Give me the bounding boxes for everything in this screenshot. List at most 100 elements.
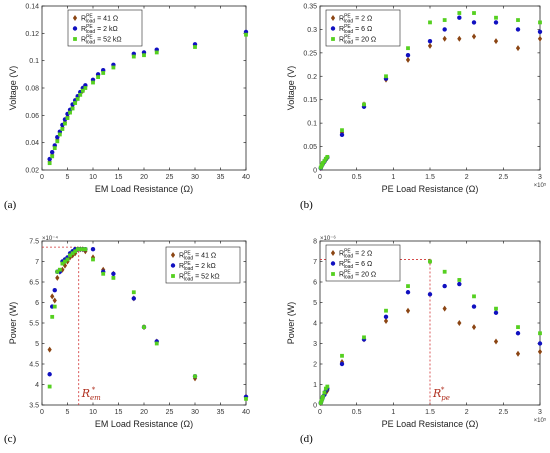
legend-marker — [331, 272, 335, 276]
y-tick-label: 6.5 — [29, 280, 39, 287]
y-axis-exponent: ×10⁻⁴ — [42, 235, 58, 242]
y-tick-label: 0.14 — [25, 4, 39, 11]
x-tick-label: 0 — [318, 409, 322, 416]
x-tick-label: 15 — [115, 174, 123, 181]
data-point — [55, 139, 60, 144]
legend-sup: PE — [344, 270, 351, 276]
legend-R: R — [81, 37, 86, 44]
legend-sup: PE — [344, 259, 351, 265]
data-point — [537, 341, 543, 346]
data-point — [55, 274, 60, 281]
legend-value: 6 Ω — [361, 261, 372, 268]
data-point — [493, 310, 499, 315]
legend-sup: PE — [344, 35, 351, 41]
x-tick-label: 0.5 — [352, 174, 362, 181]
data-point — [90, 254, 96, 261]
x-tick-label: 20 — [140, 174, 148, 181]
data-point — [442, 27, 447, 32]
legend-value: 20 Ω — [361, 37, 376, 44]
legend-value: 20 Ω — [361, 272, 376, 279]
legend-value: 2 Ω — [361, 251, 372, 258]
chart-panel-4: 0 0.5 1 1.5 2 2.5 3 0 1 2 3 4 5 6 7 8 ×10⁵ ×10⁻⁶ PE Load R… — [286, 235, 547, 445]
legend-sup: PE — [184, 251, 191, 257]
data-point — [457, 320, 462, 326]
x-axis-label: PE Load Resistance (Ω) — [382, 419, 479, 429]
x-tick-label: 40 — [242, 409, 250, 416]
x-axis-exponent: ×10⁵ — [534, 417, 547, 424]
x-tick-label: 2.5 — [498, 409, 508, 416]
y-tick-label: 5.5 — [29, 321, 39, 328]
x-axis-label: EM Load Resistance (Ω) — [95, 184, 193, 194]
legend-sup: PE — [344, 24, 351, 30]
y-tick-label: 0.35 — [303, 4, 317, 11]
series-3 — [318, 11, 542, 170]
data-point — [244, 32, 248, 37]
data-point — [537, 35, 543, 42]
x-tick-label: 5 — [66, 409, 70, 416]
legend-box — [325, 9, 401, 47]
data-point — [75, 97, 80, 101]
y-tick-label: 5 — [35, 341, 39, 348]
y-tick-label: 0.2 — [307, 74, 317, 81]
data-point — [427, 292, 433, 297]
data-point — [471, 324, 477, 331]
legend-sub: load — [344, 40, 354, 46]
y-tick-label: 7.5 — [29, 239, 39, 246]
data-point — [515, 45, 521, 52]
legend-entry: RPE load = 52 kΩ — [179, 272, 220, 283]
data-point — [321, 394, 325, 399]
y-axis-exponent: ×10⁻⁶ — [320, 235, 336, 242]
data-point — [428, 20, 432, 25]
x-tick-label: 2.5 — [498, 174, 508, 181]
data-point — [47, 346, 52, 353]
legend-eq: = — [95, 16, 103, 23]
legend-value: 2 kΩ — [103, 26, 118, 33]
data-point — [47, 372, 52, 377]
legend-box — [67, 9, 143, 47]
legend-eq: = — [193, 253, 201, 260]
legend-marker — [72, 26, 78, 31]
legend-entry: RPE load = 41 Ω — [81, 14, 118, 25]
legend-entry: RPE load = 6 Ω — [339, 24, 372, 35]
data-point — [322, 390, 327, 395]
data-point — [83, 247, 88, 252]
legend-entry: RPE load = 20 Ω — [339, 35, 376, 46]
legend-sup: PE — [86, 14, 93, 20]
data-point — [80, 88, 85, 93]
data-point — [471, 33, 477, 40]
data-point — [57, 132, 62, 137]
y-tick-label: 4 — [35, 382, 39, 389]
data-point — [60, 261, 65, 266]
legend-box — [165, 246, 241, 284]
legend-eq: = — [353, 272, 361, 279]
y-tick-label: 4 — [313, 321, 317, 328]
data-point — [471, 304, 477, 309]
data-point — [52, 288, 57, 293]
data-point — [131, 290, 136, 295]
data-point — [78, 247, 83, 252]
data-point — [428, 259, 432, 264]
legend-eq: = — [353, 261, 361, 268]
x-tick-label: 2 — [465, 174, 469, 181]
data-point — [50, 154, 55, 159]
legend-R: R — [179, 274, 184, 281]
legend-R: R — [81, 16, 86, 23]
y-tick-label: 6 — [35, 300, 39, 307]
panel-letter: (c) — [4, 433, 17, 445]
y-tick-label: 1 — [313, 382, 317, 389]
x-tick-label: 30 — [191, 409, 199, 416]
legend-R: R — [339, 272, 344, 279]
optimum-label-star: * — [92, 386, 96, 394]
data-point — [427, 42, 433, 49]
y-tick-label: 4.5 — [29, 362, 39, 369]
legend-marker — [72, 15, 78, 21]
y-tick-label: 0.1 — [307, 121, 317, 128]
legend-eq: = — [353, 37, 361, 44]
x-tick-label: 35 — [217, 409, 225, 416]
optimum-label: Rpe* — [432, 386, 450, 402]
data-point — [516, 18, 520, 22]
legend-value: 2 Ω — [361, 16, 372, 23]
data-point — [52, 146, 57, 151]
